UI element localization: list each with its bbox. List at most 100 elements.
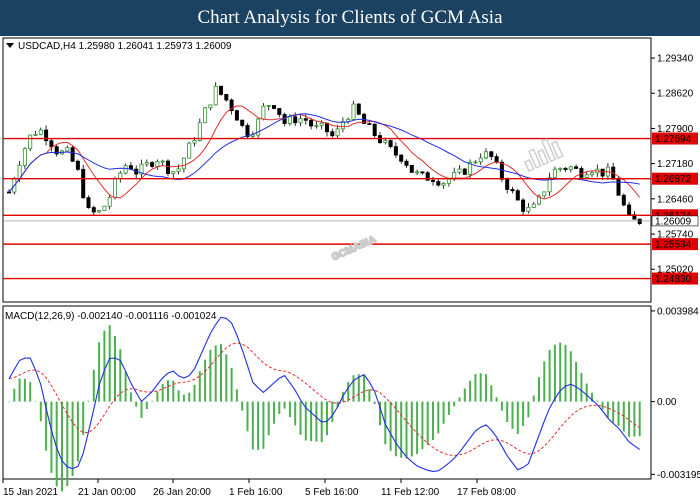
candle[interactable] xyxy=(256,118,261,136)
candle[interactable] xyxy=(473,161,478,164)
candle[interactable] xyxy=(234,110,239,121)
candle[interactable] xyxy=(113,177,118,198)
candle[interactable] xyxy=(303,118,308,121)
candle[interactable] xyxy=(171,171,176,174)
candle[interactable] xyxy=(187,142,192,159)
candle[interactable] xyxy=(38,129,43,135)
candle[interactable] xyxy=(314,124,319,127)
candle[interactable] xyxy=(547,177,552,193)
candle[interactable] xyxy=(457,168,462,173)
candle[interactable] xyxy=(483,151,488,159)
candle[interactable] xyxy=(468,161,473,175)
candle[interactable] xyxy=(330,131,335,137)
candle[interactable] xyxy=(28,134,33,150)
candle[interactable] xyxy=(478,157,483,163)
candle[interactable] xyxy=(521,199,526,212)
candle[interactable] xyxy=(393,146,398,156)
candle[interactable] xyxy=(75,160,80,170)
candle[interactable] xyxy=(7,191,12,194)
candle[interactable] xyxy=(250,134,255,137)
candle[interactable] xyxy=(574,166,579,169)
candle[interactable] xyxy=(584,174,589,178)
candle[interactable] xyxy=(261,105,266,120)
candle[interactable] xyxy=(203,107,208,124)
candle[interactable] xyxy=(97,210,102,213)
candle[interactable] xyxy=(526,206,531,212)
candle[interactable] xyxy=(505,178,510,190)
dropdown-triangle-icon[interactable] xyxy=(6,43,14,48)
candle[interactable] xyxy=(160,160,165,163)
candle[interactable] xyxy=(271,105,276,109)
candle[interactable] xyxy=(568,166,573,171)
candle[interactable] xyxy=(128,165,133,170)
price-panel[interactable]: 1.29340 1.28620 1.27900 1.27180 1.26460 1.257… xyxy=(2,37,699,303)
candle[interactable] xyxy=(208,104,213,109)
candle[interactable] xyxy=(293,116,298,124)
candle[interactable] xyxy=(192,140,197,144)
candle[interactable] xyxy=(542,191,547,197)
candle[interactable] xyxy=(558,167,563,170)
candle[interactable] xyxy=(420,171,425,174)
candle[interactable] xyxy=(144,162,149,165)
candle[interactable] xyxy=(266,105,271,107)
candle[interactable] xyxy=(590,172,595,176)
candle[interactable] xyxy=(155,161,160,167)
candle[interactable] xyxy=(324,122,329,133)
candle[interactable] xyxy=(637,218,642,224)
candle[interactable] xyxy=(49,140,54,148)
candle[interactable] xyxy=(44,129,49,142)
candle[interactable] xyxy=(319,122,324,126)
candle[interactable] xyxy=(415,171,420,174)
candle[interactable] xyxy=(224,94,229,101)
candle[interactable] xyxy=(489,151,494,157)
candle[interactable] xyxy=(340,121,345,130)
candle[interactable] xyxy=(165,160,170,174)
candle[interactable] xyxy=(436,181,441,186)
candle[interactable] xyxy=(240,119,245,126)
candle[interactable] xyxy=(627,204,632,216)
candle[interactable] xyxy=(33,133,38,136)
candle[interactable] xyxy=(425,172,430,181)
candle[interactable] xyxy=(86,197,91,208)
candlestick-series[interactable] xyxy=(7,82,642,226)
candle[interactable] xyxy=(462,168,467,175)
candle[interactable] xyxy=(351,103,356,120)
candle[interactable] xyxy=(515,190,520,201)
candle[interactable] xyxy=(409,164,414,173)
candle[interactable] xyxy=(245,125,250,137)
candle[interactable] xyxy=(362,113,367,124)
chart-area[interactable]: 1.29340 1.28620 1.27900 1.27180 1.26460 1.257… xyxy=(0,36,700,500)
candle[interactable] xyxy=(563,167,568,171)
candle[interactable] xyxy=(277,108,282,115)
candle[interactable] xyxy=(298,118,303,124)
candle[interactable] xyxy=(22,148,27,166)
candle[interactable] xyxy=(388,140,393,148)
candle[interactable] xyxy=(70,147,75,162)
candle[interactable] xyxy=(197,122,202,141)
candle[interactable] xyxy=(309,119,314,127)
candle[interactable] xyxy=(287,116,292,124)
candle[interactable] xyxy=(150,162,155,167)
macd-panel[interactable]: MACD(12,26,9) -0.002140 -0.001116 -0.001… xyxy=(2,305,700,492)
candle[interactable] xyxy=(430,179,435,182)
candle[interactable] xyxy=(213,85,218,106)
candle[interactable] xyxy=(102,205,107,212)
candle[interactable] xyxy=(367,123,372,125)
candle[interactable] xyxy=(356,103,361,115)
candle[interactable] xyxy=(91,207,96,213)
candle[interactable] xyxy=(600,168,605,177)
candle[interactable] xyxy=(399,154,404,162)
candle[interactable] xyxy=(383,140,388,143)
candle[interactable] xyxy=(181,157,186,170)
candle[interactable] xyxy=(218,85,223,95)
candle[interactable] xyxy=(54,146,59,155)
candle[interactable] xyxy=(441,182,446,186)
candle[interactable] xyxy=(176,168,181,172)
candle[interactable] xyxy=(537,195,542,205)
candle[interactable] xyxy=(510,189,515,192)
candle[interactable] xyxy=(139,163,144,175)
candle[interactable] xyxy=(404,160,409,166)
candle[interactable] xyxy=(494,156,499,163)
candle[interactable] xyxy=(552,168,557,178)
candle[interactable] xyxy=(107,196,112,207)
